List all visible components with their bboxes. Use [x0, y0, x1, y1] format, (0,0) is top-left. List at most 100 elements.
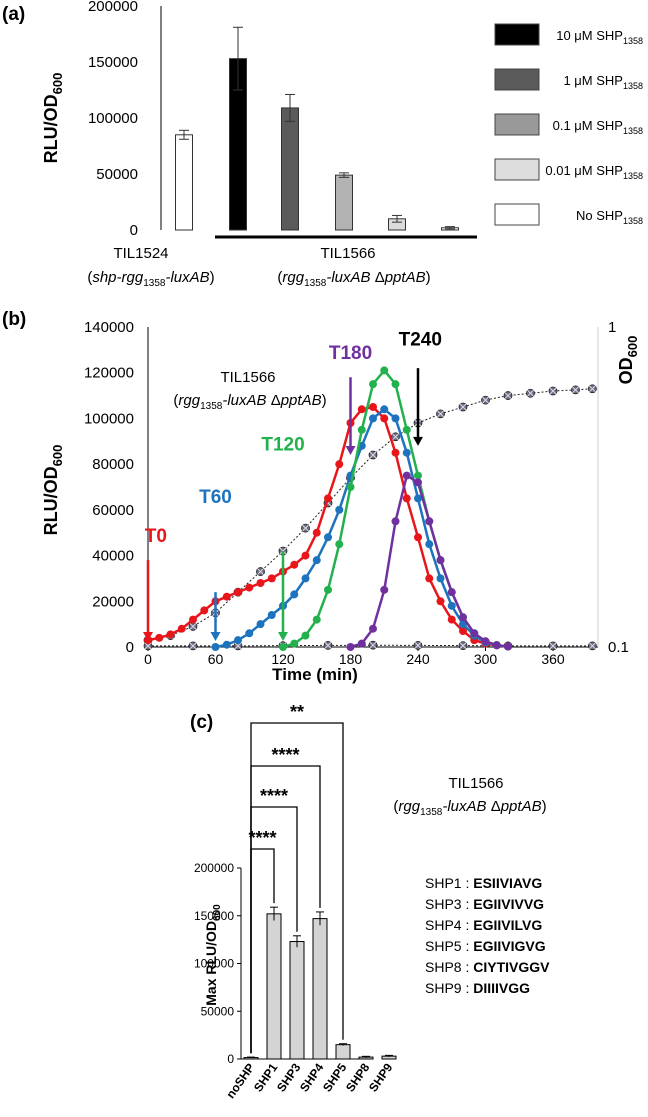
panel-b-x-tick-label: 0 — [144, 651, 152, 667]
panel-a-legend: 10 μM SHP1358 1 μM SHP1358 0.1 μM SHP1358 0… — [494, 23, 643, 226]
panel-c-strain: TIL1566 (rgg1358-luxAB ΔpptAB) — [393, 775, 546, 818]
panel-b-series-point — [155, 633, 164, 642]
panel-b-axes: 0 20000 40000 60000 80000 100000 120000 140000 0… — [84, 319, 629, 667]
panel-b-series-point — [301, 631, 310, 640]
legend-label: 0.1 μM SHP1358 — [553, 118, 643, 136]
panel-b-od-cross — [459, 642, 467, 649]
panel-b-series-point — [324, 494, 332, 503]
panel-c-significance-bracket — [250, 765, 321, 1054]
panel-b-xlabel: Time (min) — [272, 665, 358, 684]
panel-b-series-point — [402, 494, 411, 503]
panel-b-series-point — [290, 639, 299, 648]
panel-c-significance: ************** — [248, 702, 344, 1054]
panel-b-x-tick-label: 240 — [406, 651, 430, 667]
panel-b-arrow-label: T0 — [145, 526, 167, 547]
panel-b-series-point — [312, 556, 321, 565]
panel-b-strain: TIL1566 (rgg1358-luxAB ΔpptAB) — [173, 369, 326, 412]
panel-c-bar — [289, 941, 305, 1060]
panel-b-od-cross — [414, 642, 422, 649]
panel-b-od-cross — [572, 386, 579, 394]
panel-b-y-tick-label: 20000 — [92, 593, 134, 610]
panel-b-y2label: OD600 — [616, 336, 640, 385]
panel-c-y-tick-label: 150000 — [194, 909, 234, 923]
panel-b-series-point — [425, 540, 434, 549]
panel-b-x-tick-label: 120 — [271, 651, 295, 667]
panel-c-strain-name: TIL1566 — [448, 775, 503, 792]
panel-b-series-point — [380, 414, 389, 423]
panel-b-y-tick-label: 120000 — [84, 365, 134, 382]
panel-b-series-point — [256, 620, 265, 629]
panel-b-od-cross — [549, 387, 557, 395]
panel-b-series-line — [282, 368, 509, 649]
panel-b-series-point — [369, 414, 377, 423]
panel-b-x-tick-label: 180 — [339, 651, 363, 667]
panel-b-series-point — [414, 494, 422, 503]
panel-b-od-cross — [369, 451, 377, 459]
panel-b-od-cross — [257, 568, 264, 575]
panel-b-strain-name: TIL1566 — [220, 369, 275, 386]
panel-c-strain-genotype: (rgg1358-luxAB ΔpptAB) — [393, 798, 546, 818]
panel-b-series-point — [177, 624, 186, 633]
panel-b-od-cross — [324, 642, 332, 649]
panel-b-series-point — [256, 579, 265, 587]
panel-a-y-tick-label: 50000 — [96, 166, 138, 183]
panel-b-arrow-head — [345, 446, 356, 455]
panel-b-series-point — [222, 592, 231, 601]
panel-b-series-point — [324, 585, 332, 594]
panel-b-y2-tick-label: 0.1 — [608, 639, 629, 656]
panel-a-ylabel: RLU/OD600 — [41, 73, 65, 164]
panel-b-od-cross — [527, 389, 534, 397]
panel-b-arrow-head — [210, 632, 221, 641]
panel-b-series-point — [391, 380, 400, 389]
panel-c-x-tick-label: SHP4 — [297, 1060, 327, 1094]
legend-swatch — [494, 158, 540, 181]
panel-c-y-tick-label: 0 — [227, 1052, 234, 1066]
panel-c-sequences: SHP1 : ESIIVIAVG SHP3 : EGIIVIVVG SHP4 : E… — [425, 875, 550, 996]
panel-c-significance-label: **** — [260, 786, 288, 806]
panel-c-x-tick-label: SHP8 — [343, 1060, 373, 1094]
legend-swatch — [494, 203, 540, 226]
panel-b-series-point — [312, 528, 321, 537]
panel-b-series-point — [380, 366, 389, 375]
panel-c-x-tick-label: SHP5 — [320, 1060, 350, 1094]
panel-a-y-axis: 0 50000 100000 150000 200000 — [88, 0, 162, 239]
panel-b-od-cross — [549, 642, 557, 650]
panel-b-series-point — [481, 637, 490, 646]
panel-a-y-tick-label: 150000 — [88, 54, 138, 71]
panel-b-od-cross — [459, 403, 467, 411]
panel-b-od-cross — [437, 410, 444, 418]
panel-b-series-point — [335, 460, 344, 469]
panel-b-od-cross — [589, 385, 596, 393]
panel-a-bar — [335, 174, 353, 231]
panel-c-y-tick-label: 50000 — [201, 1004, 235, 1018]
panel-b-y-tick-label: 40000 — [92, 548, 134, 565]
panel-b-series-point — [447, 615, 456, 624]
panel-c-sequence-line: SHP8 : CIYTIVGGV — [425, 959, 550, 975]
panel-b-series-point — [335, 505, 344, 514]
panel-b-series-point — [459, 613, 467, 622]
panel-b-series-point — [447, 588, 456, 597]
panel-b-od-cross — [589, 642, 596, 650]
panel-a-group-2: TIL1566 (rgg1358-luxAB ΔpptAB) — [277, 245, 430, 289]
group-1-genotype: (shp-rgg1358-luxAB) — [87, 269, 214, 289]
panel-b-series-point — [402, 425, 411, 434]
legend-label: No SHP1358 — [576, 208, 643, 226]
panel-b-series-point — [436, 556, 445, 565]
panel-b-series-point — [425, 517, 434, 526]
panel-b-arrow-head — [413, 436, 423, 446]
panel-a: (a) RLU/OD600 0 50000 100000 150000 200000 T… — [2, 0, 643, 289]
panel-b-label: (b) — [2, 309, 26, 330]
panel-b-x-tick-label: 360 — [541, 651, 565, 667]
legend-swatch — [494, 23, 540, 46]
panel-c-ylabel: Max RLU/OD600 — [203, 904, 223, 1006]
panel-c-significance-bracket — [250, 722, 344, 1054]
panel-a-bar — [281, 107, 299, 231]
panel-b-series-point — [391, 448, 400, 457]
panel-c-sequence-line: SHP1 : ESIIVIAVG — [425, 875, 542, 891]
panel-b-series-point — [391, 414, 400, 423]
panel-b-series-point — [324, 533, 332, 542]
panel-b-series-point — [290, 590, 299, 599]
panel-b-series-point — [402, 471, 411, 480]
panel-b-y-tick-label: 80000 — [92, 456, 134, 473]
panel-b-series-point — [267, 574, 276, 583]
